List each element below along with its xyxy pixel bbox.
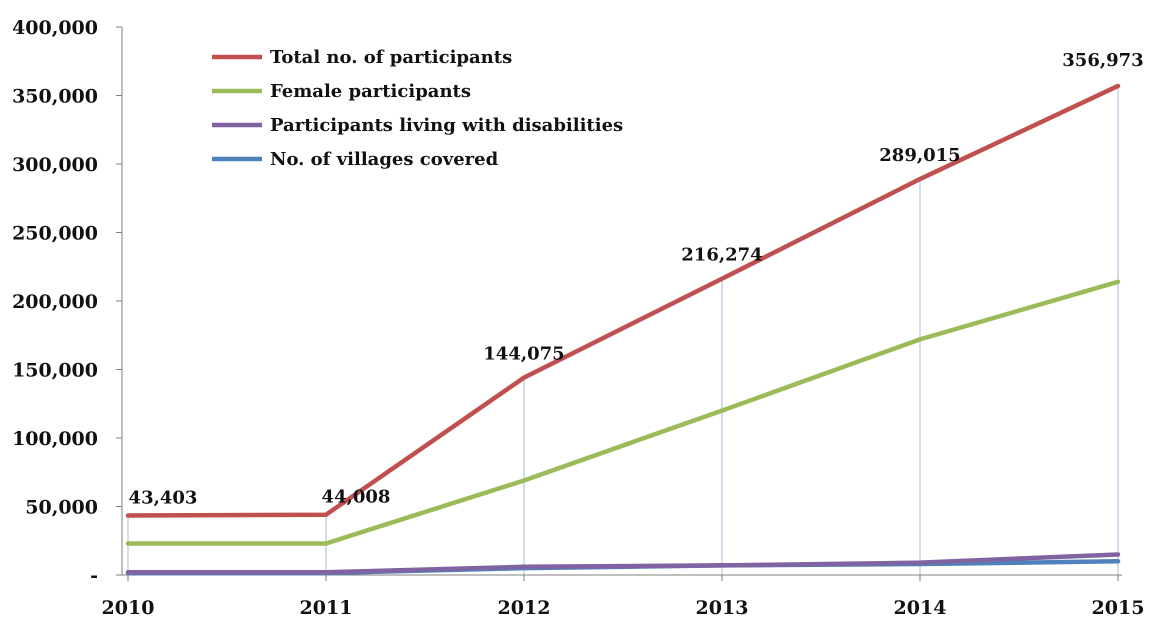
data-label: 356,973 xyxy=(1062,50,1143,71)
data-label: 44,008 xyxy=(322,487,391,508)
y-tick-label: 200,000 xyxy=(12,291,98,313)
x-axis-ticks: 2010 2011 2012 2013 2014 2015 xyxy=(102,575,1145,619)
legend-label: Participants living with disabilities xyxy=(270,115,623,136)
x-tick-label: 2012 xyxy=(498,597,551,619)
axes xyxy=(121,27,1122,576)
data-labels: 43,403 44,008 144,075 216,274 289,015 356,973 xyxy=(129,50,1144,509)
drop-lines xyxy=(127,85,1119,575)
y-tick-label: 50,000 xyxy=(25,497,98,519)
x-tick-label: 2010 xyxy=(102,597,155,619)
y-tick-label: 400,000 xyxy=(12,17,98,39)
series-line-1 xyxy=(125,279,1121,546)
y-tick-label: 350,000 xyxy=(12,86,98,108)
data-label: 289,015 xyxy=(879,145,960,166)
series-lines xyxy=(125,83,1121,576)
series-line-2 xyxy=(125,552,1121,575)
y-tick-label: 300,000 xyxy=(12,154,98,176)
y-tick-label: 100,000 xyxy=(12,428,98,450)
y-tick-label: 250,000 xyxy=(12,223,98,245)
series-line-0 xyxy=(125,83,1121,518)
y-tick-label: - xyxy=(90,565,98,587)
legend-label: No. of villages covered xyxy=(270,149,499,170)
data-label: 43,403 xyxy=(129,488,198,509)
y-axis-ticks: - 50,000 100,000 150,000 200,000 250,000 300,0… xyxy=(12,17,122,587)
legend-label: Female participants xyxy=(270,81,471,102)
y-tick-label: 150,000 xyxy=(12,360,98,382)
x-tick-label: 2014 xyxy=(894,597,947,619)
data-label: 144,075 xyxy=(483,344,564,365)
legend-label: Total no. of participants xyxy=(270,47,512,68)
legend: Total no. of participants Female particip… xyxy=(212,47,623,170)
data-label: 216,274 xyxy=(681,245,762,266)
x-tick-label: 2011 xyxy=(300,597,353,619)
x-tick-label: 2015 xyxy=(1092,597,1145,619)
x-tick-label: 2013 xyxy=(696,597,749,619)
